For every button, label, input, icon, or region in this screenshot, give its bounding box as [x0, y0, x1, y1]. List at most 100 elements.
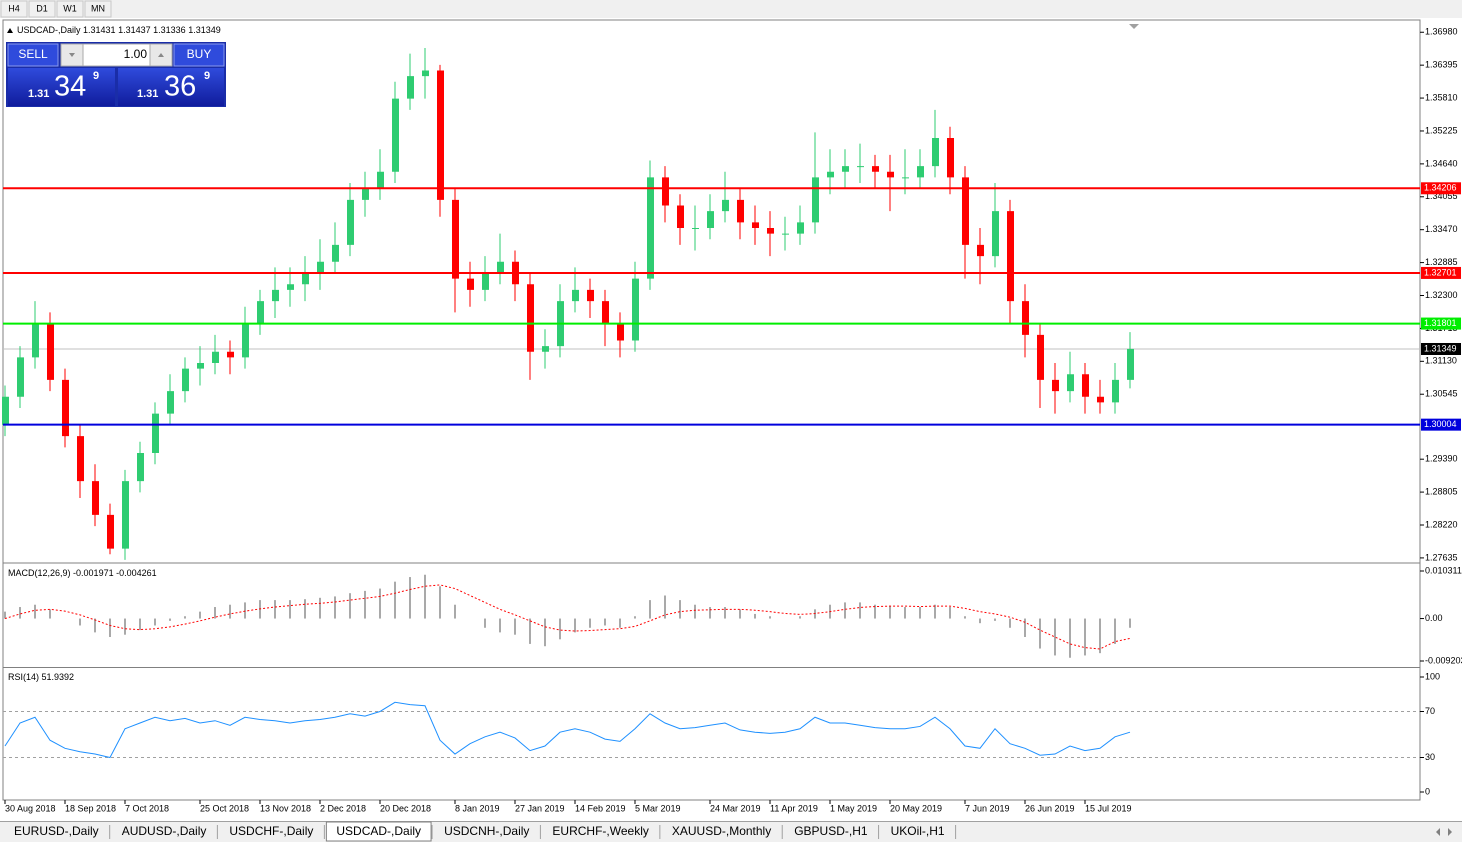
bid-big-figure: 1.31 — [28, 88, 49, 100]
one-click-panel: SELL 1.00 BUY 1.31 34 9 1.31 36 9 — [6, 42, 226, 107]
buy-button[interactable]: BUY — [173, 43, 225, 67]
x-tick-label: 8 Jan 2019 — [455, 803, 500, 813]
candle-body — [617, 323, 624, 341]
tab[interactable] — [784, 822, 878, 841]
tab-label[interactable]: EURUSD-,Daily — [14, 824, 99, 838]
candle-body — [122, 481, 129, 549]
candle-body — [197, 363, 204, 369]
timeframe-label[interactable]: W1 — [63, 3, 77, 13]
candle-body — [347, 199, 354, 245]
tab[interactable] — [325, 821, 432, 842]
price-label-bg — [1421, 342, 1461, 355]
y-tick-label: 1.33470 — [1425, 224, 1458, 234]
buy-button-bg[interactable] — [173, 43, 225, 67]
y-tick-label: 1.35225 — [1425, 125, 1458, 135]
level-label: 1.30004 — [1424, 419, 1457, 429]
timeframe-label[interactable]: D1 — [36, 3, 48, 13]
sell-label[interactable]: SELL — [18, 47, 48, 61]
x-tick-label: 24 Mar 2019 — [710, 803, 761, 813]
candle-body — [152, 413, 159, 453]
candle-body — [752, 222, 759, 228]
candle-body — [497, 261, 504, 273]
x-tick-label: 13 Nov 2018 — [260, 803, 311, 813]
candle-body — [332, 244, 339, 262]
y-tick-label: 1.32300 — [1425, 290, 1458, 300]
tab[interactable] — [661, 822, 782, 841]
candle-body — [992, 211, 999, 257]
ask-box[interactable] — [118, 68, 224, 106]
tab[interactable] — [4, 822, 109, 841]
y-tick-label: 0 — [1425, 786, 1430, 796]
candle-body — [947, 138, 954, 178]
y-tick-label: 1.28220 — [1425, 519, 1458, 529]
buy-label[interactable]: BUY — [187, 47, 212, 61]
candle-body — [377, 171, 384, 189]
tab-label[interactable]: EURCHF-,Weekly — [552, 824, 648, 838]
chart-tabs: EURUSD-,Daily AUDUSD-,Daily USDCHF-,Daily U… — [4, 821, 957, 842]
candle-body — [212, 351, 219, 363]
x-tick-label: 2 Dec 2018 — [320, 803, 366, 813]
y-tick-label: 1.36395 — [1425, 60, 1458, 70]
candle-body — [437, 70, 444, 200]
tab-label[interactable]: UKOil-,H1 — [891, 824, 945, 838]
tab[interactable] — [434, 822, 540, 841]
timeframe-button[interactable] — [28, 0, 56, 18]
level-label-bg — [1421, 266, 1461, 279]
candle-body — [47, 323, 54, 380]
candle-body — [677, 205, 684, 228]
candle-body — [1112, 379, 1119, 403]
candle-body — [797, 222, 804, 234]
x-tick-label: 20 May 2019 — [890, 803, 942, 813]
candle-body — [137, 453, 144, 482]
candle-body — [977, 244, 984, 257]
tab-label[interactable]: USDCAD-,Daily — [336, 824, 421, 838]
x-tick-label: 27 Jan 2019 — [515, 803, 565, 813]
tab[interactable] — [880, 822, 955, 841]
bid-pips: 34 — [54, 71, 86, 103]
tab-label[interactable]: AUDUSD-,Daily — [122, 824, 207, 838]
tab-label[interactable]: XAUUSD-,Monthly — [672, 824, 771, 838]
price-label: 1.31349 — [1424, 343, 1457, 353]
candle-body — [182, 368, 189, 392]
candle-body — [887, 171, 894, 178]
candle-body — [782, 233, 789, 235]
tab-label[interactable]: USDCHF-,Daily — [229, 824, 313, 838]
lot-value[interactable]: 1.00 — [124, 47, 148, 61]
y-tick-label: 70 — [1425, 706, 1435, 716]
tab-scroll[interactable] — [1436, 828, 1452, 836]
candle-body — [707, 211, 714, 228]
bid-box[interactable] — [8, 68, 115, 106]
plot-area: 1.36980 1.36395 1.35810 1.35225 1.34640 1.340… — [2, 27, 1462, 813]
tab-label[interactable]: USDCNH-,Daily — [444, 824, 529, 838]
candle-body — [167, 391, 174, 414]
tab[interactable] — [542, 822, 659, 841]
candle-body — [227, 351, 234, 358]
candle-body — [647, 177, 654, 279]
candle-body — [1037, 334, 1044, 380]
collapse-arrow[interactable] — [7, 28, 13, 33]
level-label-bg — [1421, 182, 1461, 195]
x-tick-label: 7 Oct 2018 — [125, 803, 169, 813]
candle-body — [962, 177, 969, 245]
timeframe-label[interactable]: H4 — [8, 3, 20, 13]
timeframe-button[interactable] — [56, 0, 84, 18]
candle-body — [722, 199, 729, 212]
sell-button[interactable]: SELL — [7, 43, 59, 67]
up-arrow — [158, 53, 164, 57]
level-label: 1.31801 — [1424, 318, 1457, 328]
candle-body — [392, 98, 399, 172]
timeframe-toolbar: H4 D1 W1 MN — [0, 0, 112, 18]
sell-button-bg[interactable] — [7, 43, 59, 67]
candle-body — [17, 357, 24, 397]
chart-frame — [2, 19, 1421, 801]
timeframe-label[interactable]: MN — [91, 3, 105, 13]
candle-body — [422, 70, 429, 77]
candle-body — [317, 261, 324, 273]
y-tick-label: 0.010311 — [1425, 565, 1462, 575]
tab[interactable] — [111, 822, 217, 841]
tab[interactable] — [219, 822, 324, 841]
tab-label[interactable]: GBPUSD-,H1 — [794, 824, 868, 838]
timeframe-button[interactable] — [0, 0, 28, 18]
timeframe-button[interactable] — [84, 0, 112, 18]
